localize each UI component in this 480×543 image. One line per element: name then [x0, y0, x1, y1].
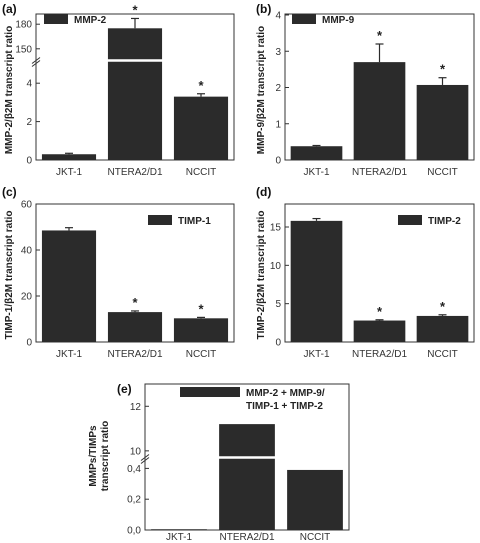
y-tick-label: 0,4 [127, 464, 141, 475]
significance-marker: * [377, 28, 383, 43]
category-label: NCCIT [427, 349, 458, 360]
bar [290, 220, 343, 342]
significance-marker: * [198, 301, 204, 316]
category-label: NTERA2/D1 [219, 532, 274, 543]
bar [173, 318, 229, 342]
y-tick-label: 4 [26, 79, 32, 90]
significance-marker: * [440, 299, 446, 314]
panel-label: (a) [2, 2, 17, 16]
y-tick-label: 150 [15, 44, 32, 55]
bar [416, 84, 469, 160]
legend-label: MMP-2 + MMP-9/ [246, 388, 325, 399]
legend-swatch [44, 14, 68, 24]
category-label: JKT-1 [166, 532, 193, 543]
bar [107, 312, 163, 342]
legend-label: TIMP-1 [178, 216, 211, 227]
y-tick-label: 12 [130, 402, 142, 413]
bar [290, 146, 343, 160]
category-label: JKT-1 [56, 167, 83, 178]
y-tick-label: 10 [130, 446, 142, 457]
significance-marker: * [440, 62, 446, 77]
y-tick-label: 0,2 [127, 495, 141, 506]
y-tick-label: 0 [26, 338, 32, 349]
legend-swatch [292, 14, 316, 24]
y-tick-label: 4 [275, 11, 281, 22]
y-tick-label: 15 [270, 223, 282, 234]
y-axis-label: TIMP-2/β2M transcript ratio [256, 211, 267, 340]
y-tick-label: 3 [275, 47, 281, 58]
legend-label: TIMP-1 + TIMP-2 [246, 401, 323, 412]
y-tick-label: 2 [275, 83, 281, 94]
panel-c: (c) JKT-1 * NTERA2/D1 * NCCIT 0 20 40 60 TIMP-1 TIM… [2, 185, 235, 360]
panel-label: (e) [117, 382, 132, 396]
significance-marker: * [132, 295, 138, 310]
category-label: NCCIT [300, 532, 331, 543]
legend-swatch [148, 215, 172, 225]
category-label: JKT-1 [303, 349, 330, 360]
bar [41, 154, 97, 160]
panel-a: (a) JKT-1 * NTERA2/D1 * NCCIT 0 2 4 150 180 MMP-2 MM… [2, 2, 235, 178]
y-axis-label: MMP-2/β2M transcript ratio [4, 26, 15, 154]
y-tick-label: 0 [275, 338, 281, 349]
y-tick-label: 2 [26, 117, 32, 128]
bar [287, 469, 343, 530]
bar [41, 230, 97, 342]
category-label: JKT-1 [303, 167, 330, 178]
category-label: NTERA2/D1 [352, 349, 407, 360]
panel-e: (e) JKT-1 NTERA2/D1 NCCIT 0,0 0,2 0,4 10 12 MMP-2… [88, 382, 350, 543]
y-tick-label: 5 [275, 299, 281, 310]
category-label: NTERA2/D1 [352, 167, 407, 178]
y-axis-label: MMP-9/β2M transcript ratio [256, 26, 267, 154]
y-tick-label: 0,0 [127, 526, 141, 537]
panel-label: (b) [256, 2, 271, 16]
panel-b: (b) JKT-1 * NTERA2/D1 * NCCIT 0 1 2 3 4 MMP-9 MMP-9/… [256, 2, 475, 178]
category-label: NTERA2/D1 [107, 167, 162, 178]
bar [151, 529, 207, 531]
bar [353, 62, 406, 160]
y-tick-label: 60 [21, 200, 33, 211]
legend-label: TIMP-2 [428, 216, 461, 227]
legend-swatch [180, 387, 240, 397]
panel-label: (c) [2, 185, 17, 199]
category-label: NCCIT [186, 349, 217, 360]
legend-label: MMP-9 [322, 15, 355, 26]
category-label: NCCIT [427, 167, 458, 178]
significance-marker: * [377, 304, 383, 319]
significance-marker: * [198, 78, 204, 93]
legend-swatch [398, 215, 422, 225]
bar [416, 315, 469, 342]
bar [219, 424, 275, 530]
y-tick-label: 0 [26, 156, 32, 167]
significance-marker: * [132, 2, 138, 17]
bar [173, 96, 229, 160]
category-label: NTERA2/D1 [107, 349, 162, 360]
y-axis-label: transcript ratio [100, 421, 111, 492]
axis-break-mark [140, 454, 150, 461]
y-tick-label: 180 [15, 20, 32, 31]
y-tick-label: 20 [21, 292, 33, 303]
panel-label: (d) [256, 185, 271, 199]
bar [107, 28, 163, 160]
panel-d: (d) JKT-1 * NTERA2/D1 * NCCIT 0 5 10 15 TIMP-2 TIMP… [256, 185, 475, 360]
y-axis-label: MMPs/TIMPs [88, 425, 99, 487]
bar [353, 320, 406, 342]
y-axis-label: TIMP-1/β2M transcript ratio [4, 211, 15, 340]
category-label: NCCIT [186, 167, 217, 178]
y-tick-label: 40 [21, 246, 33, 257]
y-tick-label: 10 [270, 261, 282, 272]
category-label: JKT-1 [56, 349, 83, 360]
y-tick-label: 0 [275, 156, 281, 167]
axis-break-mark [140, 457, 150, 464]
y-tick-label: 1 [275, 119, 281, 130]
legend-label: MMP-2 [74, 15, 107, 26]
axis-break-mark [31, 60, 41, 67]
axis-break-mark [31, 57, 41, 64]
